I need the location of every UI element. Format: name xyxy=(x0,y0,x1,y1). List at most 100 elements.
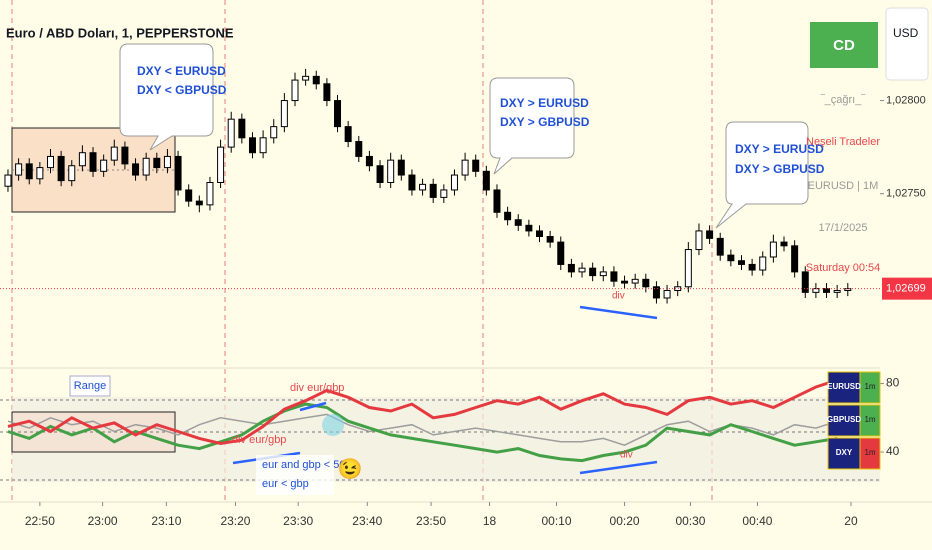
candle-body xyxy=(15,163,23,176)
divergence-line xyxy=(299,401,327,412)
candle-body xyxy=(440,189,448,198)
chart-title: Euro / ABD Doları, 1, PEPPERSTONE xyxy=(6,25,234,40)
candle-body xyxy=(248,137,256,154)
candle-body xyxy=(185,189,193,202)
indicator-line xyxy=(7,413,838,447)
highlight xyxy=(322,414,344,436)
legend-timeframe: 1m xyxy=(864,415,875,424)
x-tick-label: 00:40 xyxy=(742,514,772,528)
legend-cell xyxy=(827,371,861,404)
x-tick-label: 18 xyxy=(483,514,497,528)
x-tick-label: 23:30 xyxy=(283,514,313,528)
candle-body xyxy=(684,249,692,288)
legend-swatch xyxy=(859,371,881,404)
candle-body xyxy=(450,174,458,191)
div-label: div eur/gbp xyxy=(232,434,286,446)
y-tick-label: 1,02750 xyxy=(886,188,926,200)
info-text: ‾_çağrı_‾ xyxy=(820,94,866,106)
current-price-box xyxy=(882,277,932,300)
candle-body xyxy=(132,163,140,176)
candle-body xyxy=(504,211,512,221)
candle-body xyxy=(259,137,267,154)
candle-body xyxy=(408,174,416,191)
callout-text: DXY < GBPUSD xyxy=(137,83,227,97)
candle-body xyxy=(397,159,405,176)
candle-body xyxy=(323,83,331,102)
candle-body xyxy=(25,163,33,180)
price-axis-bg xyxy=(880,0,932,550)
candle-body xyxy=(642,278,650,288)
divergence-line xyxy=(579,305,658,320)
candle-body xyxy=(334,100,342,128)
candle-body xyxy=(68,165,76,182)
candle-body xyxy=(567,263,575,273)
legend-timeframe: 1m xyxy=(864,448,875,457)
x-tick-label: 20 xyxy=(844,514,858,528)
candle-body xyxy=(621,280,629,284)
candle-body xyxy=(312,75,320,85)
candle-body xyxy=(599,271,607,277)
candle-body xyxy=(153,157,161,169)
candle-body xyxy=(174,155,182,191)
candle-body xyxy=(100,159,108,172)
div-label: div xyxy=(620,450,633,461)
label-box xyxy=(69,375,111,397)
candle-body xyxy=(206,182,214,206)
candle-body xyxy=(344,126,352,143)
candle-body xyxy=(823,288,831,293)
candle-body xyxy=(270,126,278,139)
candle-body xyxy=(748,263,756,271)
info-text: Neşeli Tradeler xyxy=(806,136,880,148)
x-tick-label: 22:50 xyxy=(25,514,55,528)
y-tick-label: 40 xyxy=(886,444,900,458)
info-text: 17/1/2025 xyxy=(819,222,868,234)
candle-body xyxy=(291,79,299,102)
candle-body xyxy=(46,155,54,169)
candle-body xyxy=(419,183,427,191)
note: eur and gbp < 50 xyxy=(262,459,346,471)
candle-body xyxy=(546,236,554,243)
candle-body xyxy=(36,167,44,180)
callout-text: DXY > EURUSD xyxy=(735,142,824,156)
legend-timeframe: 1m xyxy=(864,382,875,391)
candle-body xyxy=(472,159,480,172)
currency-label[interactable]: USD xyxy=(893,26,919,40)
candle-body xyxy=(217,146,225,183)
cd-label: CD xyxy=(833,37,855,54)
callout-text: DXY > GBPUSD xyxy=(500,115,590,129)
candle-body xyxy=(461,159,469,176)
candle-body xyxy=(365,155,373,167)
legend-cell xyxy=(827,437,861,470)
candle-body xyxy=(727,254,735,262)
indicator-line xyxy=(7,378,838,446)
y-tick-label: 1,02800 xyxy=(886,94,926,106)
candle-body xyxy=(493,189,501,213)
currency-button[interactable] xyxy=(885,7,929,81)
candle-body xyxy=(142,157,150,176)
candle-body xyxy=(110,146,118,161)
info-text: Saturday 00:54 xyxy=(806,262,881,274)
x-tick-label: 23:50 xyxy=(416,514,446,528)
candle-body xyxy=(429,183,437,198)
callout: DXY < EURUSD DXY < GBPUSD xyxy=(119,43,227,151)
candle-body xyxy=(121,146,129,165)
callout-text: DXY > EURUSD xyxy=(500,96,589,110)
candle-body xyxy=(57,155,65,182)
div-label: div xyxy=(612,291,625,302)
candle-body xyxy=(801,271,809,293)
callout-text: DXY > GBPUSD xyxy=(735,162,825,176)
div-label: div eur/gbp xyxy=(290,382,344,394)
x-tick-label: 00:30 xyxy=(675,514,705,528)
legend-swatch xyxy=(859,404,881,437)
range-label: Range xyxy=(74,380,106,392)
candle-body xyxy=(578,267,586,273)
callout-text: DXY < EURUSD xyxy=(137,64,226,78)
candle-body xyxy=(780,241,788,247)
candle-body xyxy=(812,288,820,293)
emoji: 😉 xyxy=(338,457,363,480)
candle-body xyxy=(163,155,171,169)
callout: DXY > EURUSD DXY > GBPUSD xyxy=(489,77,590,175)
candle-body xyxy=(195,200,203,206)
candle-body xyxy=(769,241,777,258)
